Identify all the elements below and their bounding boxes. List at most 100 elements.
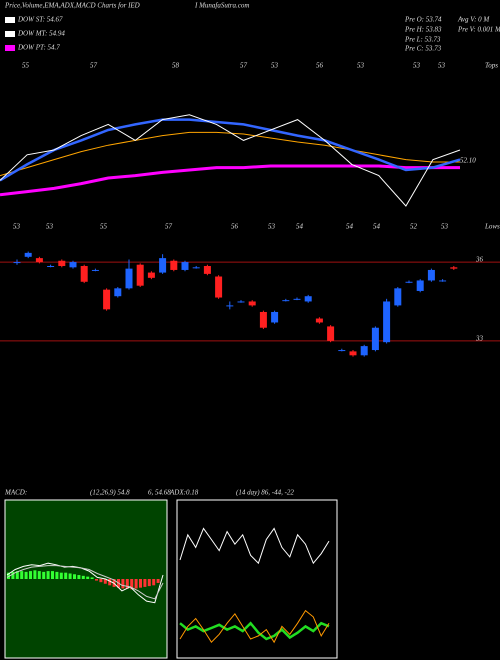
low-label: 56 [231, 223, 239, 231]
candle-body [125, 268, 133, 289]
top-label: 55 [22, 62, 30, 70]
low-label: 57 [165, 223, 173, 231]
histogram-bar [59, 572, 63, 579]
histogram-bar [108, 579, 112, 586]
line [6, 562, 164, 604]
line [0, 114, 461, 207]
histogram-bar [152, 579, 156, 586]
panel-title: ADX: [169, 489, 186, 497]
histogram-bar [51, 571, 54, 579]
low-label: 53 [46, 223, 54, 231]
candle-body [170, 260, 178, 270]
candle-body [80, 266, 88, 282]
legend-swatch [5, 17, 15, 23]
low-label: 54 [373, 223, 381, 231]
histogram-bar [139, 579, 142, 588]
histogram-bar [121, 579, 125, 589]
histogram-bar [68, 573, 72, 579]
stat: Avg V: 0 M [457, 16, 490, 24]
histogram-bar [73, 574, 76, 579]
histogram-bar [29, 571, 32, 579]
candle-body [315, 318, 323, 323]
histogram-bar [55, 571, 59, 579]
candle-body [371, 327, 379, 351]
candle-body [439, 280, 447, 282]
candle-body [338, 350, 346, 352]
candle-body [114, 288, 122, 297]
panel [176, 499, 338, 659]
lows-label: Lows [484, 223, 500, 231]
candle-body [405, 281, 413, 283]
candle-body [383, 301, 391, 343]
candle-body [35, 258, 43, 263]
panel-last: 0.18 [186, 489, 199, 497]
low-label: 53 [441, 223, 449, 231]
candle-body [69, 262, 77, 268]
candle-body [103, 289, 111, 310]
line [0, 164, 460, 197]
candle-body [248, 301, 256, 306]
stat: Pre C: 53.73 [404, 45, 442, 53]
panel-values: 6, 54.68 [148, 489, 171, 497]
page-title: Price,Volume,EMA,ADX,MACD Charts for IED [4, 2, 140, 10]
candle-body [24, 252, 32, 257]
histogram-bar [42, 571, 46, 579]
stat: Pre V: 0.001 M [457, 26, 500, 34]
histogram-bar [77, 575, 81, 579]
stat: Pre L: 53.73 [404, 36, 441, 44]
y-tick-label: 33 [475, 334, 484, 342]
low-label: 53 [13, 223, 21, 231]
candle-body [349, 351, 357, 356]
histogram-bar [95, 579, 98, 581]
top-label: 53 [357, 62, 365, 70]
candle-body [327, 326, 335, 341]
candle-body [416, 280, 424, 291]
top-label: 58 [172, 62, 180, 70]
candle-body [181, 262, 189, 270]
candle-body [159, 258, 167, 273]
line [6, 565, 164, 600]
candle-body [13, 262, 21, 264]
low-label: 55 [100, 223, 108, 231]
panel-params: (14 day) 86, -44, -22 [236, 489, 294, 497]
stat: Pre H: 53.83 [404, 26, 442, 34]
stat: Pre O: 53.74 [404, 16, 442, 24]
candle-body [293, 298, 301, 300]
candle-body [427, 269, 435, 281]
histogram-bar [125, 579, 129, 589]
candle-body [192, 267, 200, 269]
histogram-bar [64, 572, 68, 579]
line [179, 621, 330, 641]
histogram-bar [46, 571, 50, 579]
histogram-bar [134, 579, 138, 589]
histogram-bar [15, 571, 19, 579]
candle-body [226, 305, 234, 307]
low-label: 52 [410, 223, 418, 231]
histogram-bar [24, 571, 28, 579]
histogram-bar [11, 571, 15, 579]
histogram-bar [37, 571, 41, 579]
candle-body [147, 272, 155, 278]
legend-swatch [5, 45, 15, 51]
low-label: 54 [296, 223, 304, 231]
histogram-bar [90, 577, 94, 579]
site-name: I MunafaSutra.com [194, 2, 249, 10]
top-label: 53 [413, 62, 421, 70]
top-label: 57 [240, 62, 248, 70]
histogram-bar [86, 576, 90, 579]
panel-title: MACD: [4, 489, 27, 497]
histogram-bar [7, 572, 10, 579]
candle-body [136, 264, 144, 286]
top-label: 53 [438, 62, 446, 70]
candle-body [47, 266, 55, 268]
candle-body [91, 269, 99, 271]
histogram-bar [33, 570, 37, 579]
line [0, 131, 460, 177]
histogram-bar [99, 579, 103, 583]
candle-body [394, 288, 402, 306]
candle-body [259, 311, 267, 328]
line [179, 527, 330, 565]
top-label: 56 [316, 62, 324, 70]
low-label: 53 [268, 223, 276, 231]
